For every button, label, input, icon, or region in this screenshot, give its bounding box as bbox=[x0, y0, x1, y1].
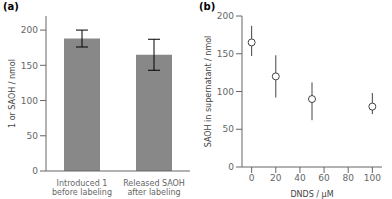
svg-text:60: 60 bbox=[318, 173, 330, 183]
svg-text:200: 200 bbox=[21, 25, 38, 35]
svg-text:SAOH in supernatant / nmol: SAOH in supernatant / nmol bbox=[204, 36, 213, 148]
svg-text:150: 150 bbox=[217, 49, 234, 59]
svg-text:50: 50 bbox=[223, 124, 235, 134]
svg-text:DNDS / μM: DNDS / μM bbox=[290, 190, 333, 199]
svg-text:200: 200 bbox=[217, 11, 234, 21]
svg-text:80: 80 bbox=[342, 173, 354, 183]
svg-text:50: 50 bbox=[27, 131, 39, 141]
svg-text:100: 100 bbox=[21, 96, 38, 106]
svg-text:0: 0 bbox=[32, 166, 38, 176]
svg-text:0: 0 bbox=[249, 173, 255, 183]
html-text:(b): (b) bbox=[199, 1, 216, 12]
svg-text:Released SAOHafter labeling: Released SAOHafter labeling bbox=[123, 179, 185, 197]
svg-text:40: 40 bbox=[294, 173, 306, 183]
svg-text:0: 0 bbox=[228, 162, 234, 172]
svg-text:150: 150 bbox=[21, 61, 38, 71]
html-text:(a): (a) bbox=[3, 1, 19, 12]
svg-text:1 or SAOH / nmol: 1 or SAOH / nmol bbox=[8, 59, 17, 128]
svg-text:Introduced 1before labeling: Introduced 1before labeling bbox=[52, 179, 112, 197]
svg-text:20: 20 bbox=[270, 173, 282, 183]
svg-text:100: 100 bbox=[364, 173, 381, 183]
svg-text:100: 100 bbox=[217, 87, 234, 97]
